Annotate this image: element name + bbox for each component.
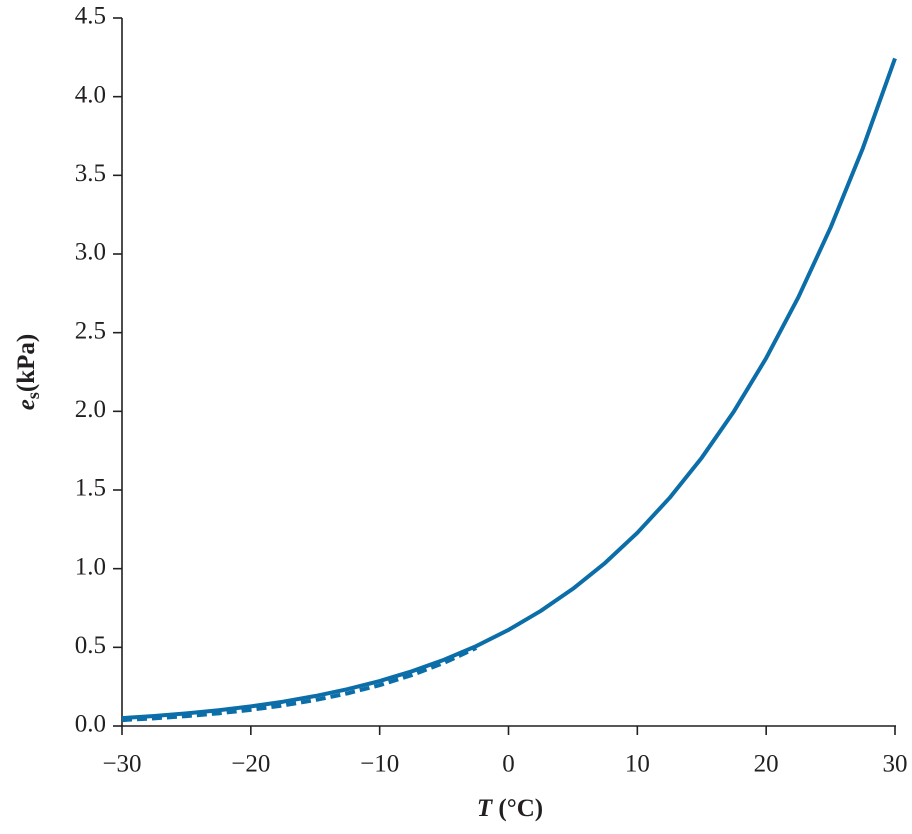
y-tick-label: 4.0 — [75, 81, 106, 108]
x-tick-label: 10 — [625, 751, 650, 778]
y-tick-label: 3.0 — [75, 239, 106, 266]
x-tick-label: 0 — [502, 751, 515, 778]
x-tick-label: 20 — [754, 751, 779, 778]
y-subscript: s — [23, 392, 43, 399]
x-tick-label: −30 — [102, 751, 141, 778]
y-symbol: e — [13, 399, 40, 410]
x-symbol: T — [477, 795, 494, 822]
data-line — [121, 646, 478, 723]
data-line — [121, 57, 897, 721]
y-tick-label: 2.0 — [75, 396, 106, 423]
y-tick-label: 2.5 — [75, 317, 106, 344]
y-tick-label: 4.5 — [75, 3, 106, 30]
y-unit: (kPa) — [13, 334, 40, 392]
x-unit: (°C) — [498, 795, 543, 822]
x-axis-label: T (°C) — [477, 795, 543, 822]
y-tick-label: 3.5 — [75, 160, 106, 187]
y-tick-label: 0.0 — [75, 711, 106, 738]
y-tick-label: 1.5 — [75, 475, 106, 502]
x-tick-label: 30 — [883, 751, 908, 778]
y-axis-label: es(kPa) — [13, 334, 43, 410]
y-tick-label: 1.0 — [75, 553, 106, 580]
y-tick-label: 0.5 — [75, 632, 106, 659]
x-tick-label: −20 — [231, 751, 270, 778]
x-tick-label: −10 — [360, 751, 399, 778]
